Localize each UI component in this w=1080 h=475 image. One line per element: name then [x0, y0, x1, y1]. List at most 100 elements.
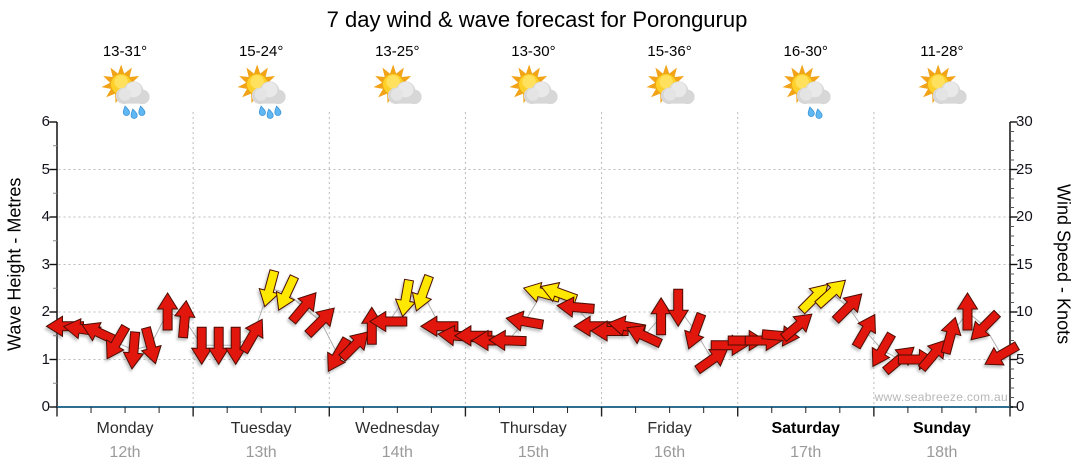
wind-arrow: [970, 309, 1002, 341]
left-axis-tick-label: 3: [41, 255, 50, 273]
wind-arrow: [419, 315, 459, 338]
sun-cloud-icon: [373, 64, 422, 105]
temperature-range: 11-28°: [920, 43, 964, 60]
sun-cloud-icon: [918, 64, 967, 105]
sun-cloud-icon: [509, 64, 559, 105]
wind-arrow: [122, 331, 145, 370]
day-date: 16th: [653, 444, 686, 461]
temperature-range: 15-36°: [647, 43, 692, 60]
day-label: Wednesday: [355, 420, 440, 437]
weather-icon: [96, 63, 154, 121]
day-header: 15-24°: [193, 43, 329, 126]
sun-cloud-rain-icon: [237, 64, 286, 119]
day-date: 17th: [790, 444, 822, 461]
day-date: 12th: [109, 444, 141, 461]
raindrop-icon: [122, 105, 130, 116]
day-header: 13-30°: [465, 43, 601, 126]
wind-arrow: [140, 326, 162, 365]
right-axis-tick-label: 30: [1016, 113, 1033, 130]
left-axis-tick-label: 1: [41, 350, 50, 368]
right-axis-tick-label: 25: [1016, 160, 1033, 178]
day-label: Monday: [96, 420, 154, 437]
wind-arrow: [626, 324, 663, 349]
wind-arrow: [940, 316, 962, 355]
wind-arrow: [851, 313, 876, 350]
weather-icon: [504, 63, 562, 121]
day-label: Tuesday: [230, 420, 292, 437]
right-axis-tick-label: 20: [1016, 208, 1033, 225]
left-axis-tick-label: 5: [41, 160, 50, 178]
axes: [49, 121, 1018, 417]
wind-arrow: [831, 293, 863, 324]
day-header: 16-30°: [738, 43, 874, 126]
watermark: www.seabreeze.com.au: [874, 390, 1008, 404]
raindrop-icon: [807, 106, 815, 117]
raindrop-icon: [259, 105, 266, 116]
wind-arrow: [105, 323, 131, 360]
wind-arrow: [239, 318, 264, 355]
day-header: 13-25°: [329, 43, 465, 126]
weather-icon: [777, 63, 835, 121]
temperature-range: 16-30°: [783, 43, 828, 60]
left-axis-tick-label: 0: [41, 398, 50, 415]
raindrop-icon: [815, 108, 823, 119]
wind-arrow: [984, 341, 1021, 366]
day-label: Sunday: [912, 420, 971, 437]
raindrop-icon: [138, 105, 146, 116]
wind-arrow: [917, 339, 947, 373]
weather-icon: [641, 63, 699, 121]
wind-arrow: [684, 311, 707, 350]
left-axis-tick-label: 2: [41, 303, 50, 320]
right-axis-title: Wind Speed - Knots: [1053, 184, 1074, 345]
wind-arrow: [667, 288, 690, 328]
weather-icon: [913, 63, 971, 121]
wind-arrow: [488, 329, 527, 352]
right-axis-tick-label: 15: [1016, 255, 1033, 273]
day-date: 13th: [245, 444, 277, 461]
sun-cloud-rain-icon: [101, 64, 150, 119]
day-label: Thursday: [500, 420, 567, 437]
raindrop-icon: [274, 105, 282, 116]
wind-arrow: [540, 281, 579, 305]
wind-arrow: [779, 313, 813, 343]
day-header: 15-36°: [602, 43, 738, 126]
day-date: 18th: [926, 444, 958, 461]
wind-arrow: [275, 274, 300, 312]
wind-arrow: [956, 292, 979, 331]
weather-icon: [232, 63, 290, 121]
day-date: 15th: [517, 444, 549, 461]
right-axis-tick-label: 0: [1016, 398, 1025, 415]
wind-arrow: [207, 326, 230, 366]
wind-arrow: [368, 310, 408, 333]
sun-cloud-light-rain-icon: [782, 64, 831, 119]
chart-title: 7 day wind & wave forecast for Poronguru…: [326, 7, 748, 32]
temperature-range: 13-30°: [511, 43, 556, 60]
wind-arrow: [173, 299, 196, 339]
wind-arrow: [556, 296, 595, 318]
raindrop-icon: [130, 108, 138, 119]
left-axis-tick-label: 6: [41, 113, 50, 130]
day-label: Saturday: [771, 420, 840, 437]
wind-arrow: [304, 307, 335, 339]
wind-arrow: [694, 348, 729, 375]
wind-arrow: [871, 331, 896, 368]
temperature-range: 13-25°: [375, 43, 420, 60]
day-header: 13-31°: [57, 43, 193, 126]
weather-icon: [368, 63, 426, 121]
temperature-range: 13-31°: [102, 43, 148, 60]
day-date: 14th: [381, 444, 413, 461]
left-axis-tick-label: 4: [41, 208, 50, 225]
wind-arrow: [190, 326, 213, 366]
wind-arrow: [288, 292, 317, 325]
wind-arrow: [505, 310, 545, 332]
wind-arrow: [814, 279, 847, 310]
raindrop-icon: [266, 108, 274, 119]
right-axis-tick-label: 5: [1016, 350, 1025, 368]
day-header: 11-28°: [874, 43, 1010, 126]
day-label: Friday: [647, 420, 692, 437]
sun-cloud-icon: [646, 64, 695, 105]
right-axis-tick-label: 10: [1016, 303, 1033, 320]
wind-arrows: [45, 269, 1021, 376]
